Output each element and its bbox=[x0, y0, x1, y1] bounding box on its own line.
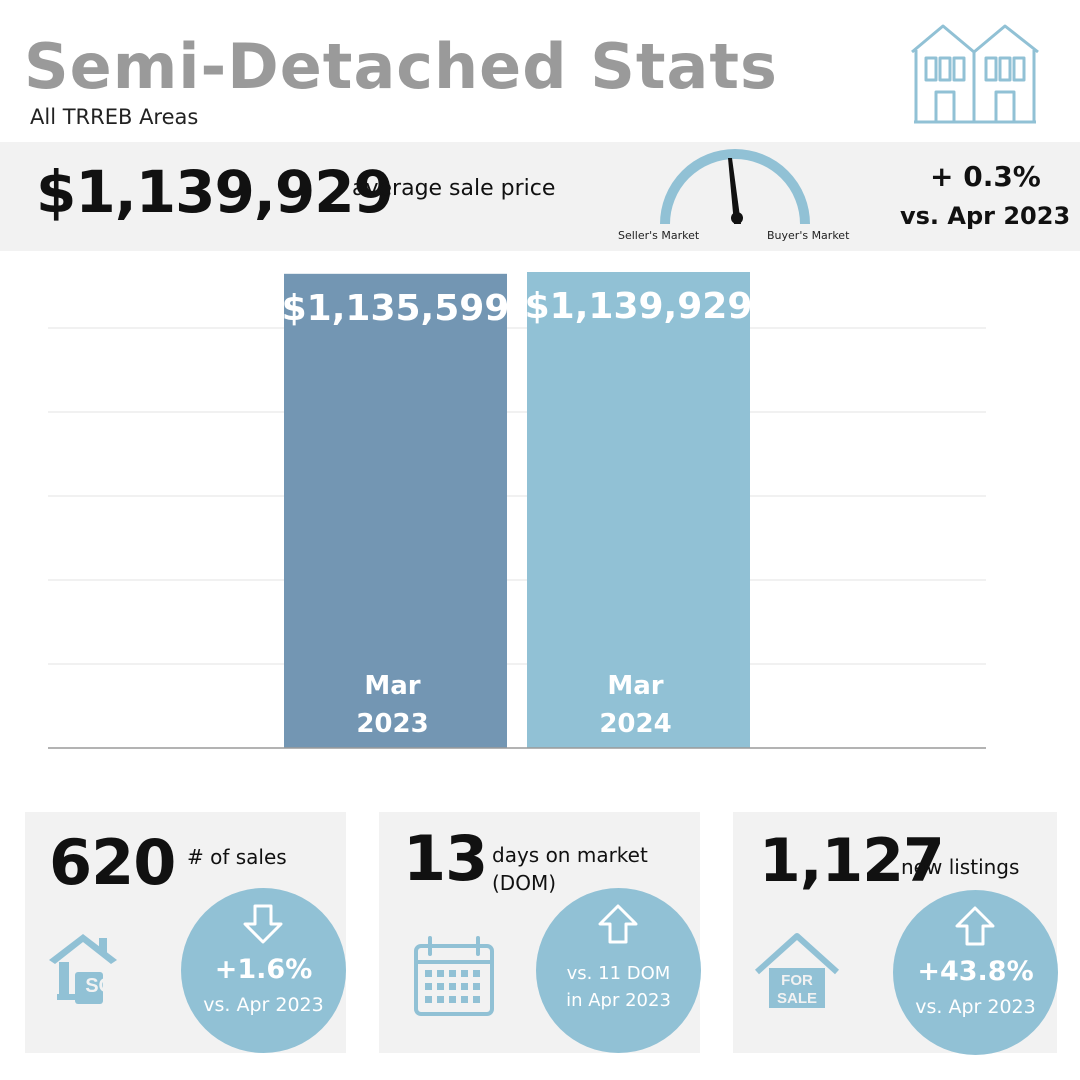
arrow-up-icon bbox=[598, 904, 638, 944]
for-sale-sign-line2: SALE bbox=[777, 990, 817, 1007]
listings-change-comparison: vs. Apr 2023 bbox=[915, 996, 1036, 1018]
average-price-value: $1,139,929 bbox=[36, 158, 394, 226]
chart-bar bbox=[527, 272, 750, 748]
sales-change-comparison: vs. Apr 2023 bbox=[203, 994, 324, 1016]
dom-value: 13 bbox=[403, 822, 488, 895]
calendar-icon bbox=[414, 936, 494, 1016]
chart-category-label: 2024 bbox=[599, 709, 671, 739]
page-subtitle: All TRREB Areas bbox=[30, 105, 199, 129]
dom-label-line2: (DOM) bbox=[492, 871, 557, 895]
chart-data-label: $1,135,599 bbox=[282, 288, 510, 329]
chart-category-label: 2023 bbox=[356, 709, 428, 739]
sales-change-percent: +1.6% bbox=[214, 954, 313, 985]
sales-card: 620 # of sales SOLD +1.6% vs. Apr 2023 bbox=[25, 812, 346, 1053]
dom-change-badge: vs. 11 DOM in Apr 2023 bbox=[536, 888, 701, 1053]
price-bar-chart: $1,135,599 Mar 2023 $1,139,929 Mar 2024 bbox=[48, 272, 986, 749]
average-price-label: average sale price bbox=[352, 176, 556, 201]
market-gauge-icon bbox=[660, 149, 810, 225]
for-sale-sign-line1: FOR bbox=[781, 972, 813, 989]
price-change-comparison: vs. Apr 2023 bbox=[900, 202, 1071, 230]
listings-change-badge: +43.8% vs. Apr 2023 bbox=[893, 890, 1058, 1055]
arrow-down-icon bbox=[243, 904, 283, 944]
chart-category-label: Mar bbox=[364, 671, 420, 701]
price-change-percent: + 0.3% bbox=[930, 160, 1041, 193]
sold-sign bbox=[59, 960, 183, 1004]
dom-change-line1: vs. 11 DOM bbox=[566, 963, 671, 984]
new-listings-value: 1,127 bbox=[759, 826, 945, 896]
sold-house-icon: SOLD bbox=[49, 934, 141, 1004]
new-listings-label: new listings bbox=[901, 855, 1020, 879]
new-listings-card: 1,127 new listings FOR SALE +43.8% vs. A… bbox=[733, 812, 1058, 1055]
semi-detached-house-icon bbox=[911, 24, 1039, 124]
dom-change-line2: in Apr 2023 bbox=[566, 990, 671, 1011]
sales-change-badge: +1.6% vs. Apr 2023 bbox=[181, 888, 346, 1053]
sales-label: # of sales bbox=[187, 845, 287, 869]
listings-change-percent: +43.8% bbox=[917, 956, 1034, 987]
sales-count: 620 bbox=[49, 826, 176, 899]
gauge-sellers-market-label: Seller's Market bbox=[618, 229, 700, 242]
gauge-buyers-market-label: Buyer's Market bbox=[767, 229, 850, 242]
chart-bar bbox=[284, 273, 507, 748]
days-on-market-card: 13 days on market (DOM) vs. 11 DOM in Ap… bbox=[379, 812, 701, 1053]
for-sale-house-icon: FOR SALE bbox=[754, 933, 840, 1008]
dom-label-line1: days on market bbox=[492, 843, 648, 867]
arrow-up-icon bbox=[955, 906, 995, 946]
price-summary-band bbox=[0, 142, 1080, 251]
page-title: Semi-Detached Stats bbox=[24, 30, 778, 103]
chart-category-label: Mar bbox=[607, 671, 663, 701]
sold-sign-text: SOLD bbox=[85, 975, 141, 997]
chart-data-label: $1,139,929 bbox=[525, 286, 753, 327]
